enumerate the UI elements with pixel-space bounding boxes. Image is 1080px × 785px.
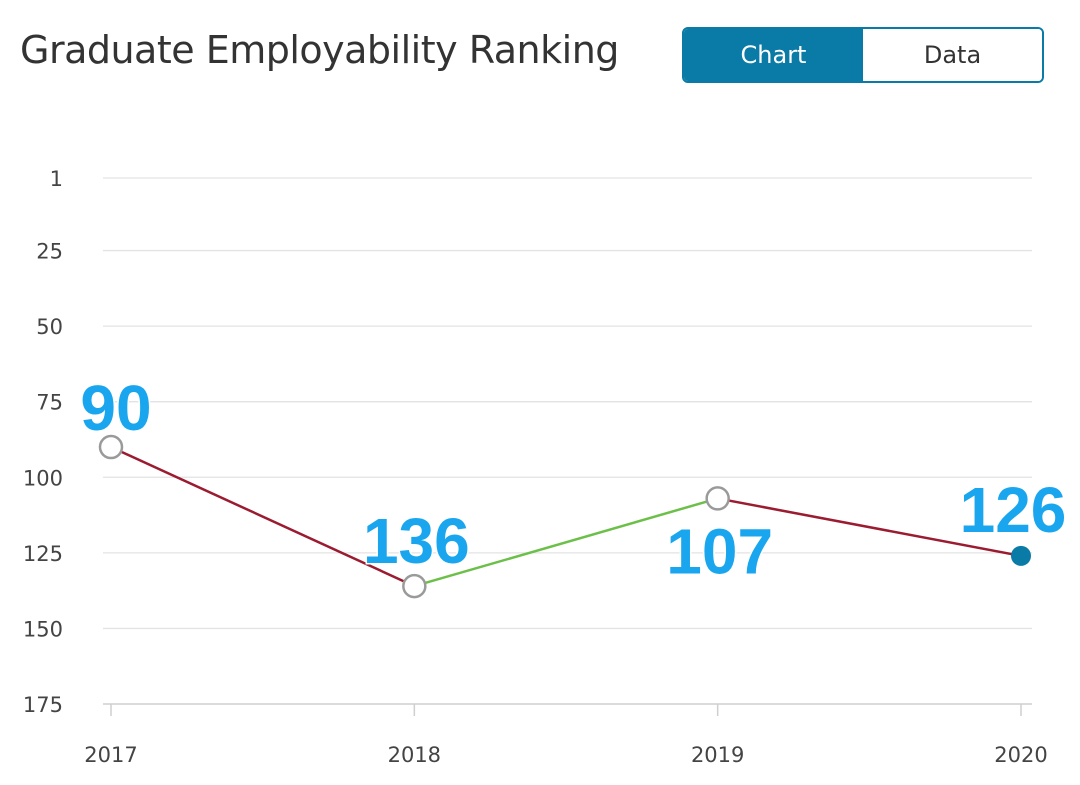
x-tick-label: 2019: [691, 743, 744, 767]
data-point: [402, 573, 427, 599]
x-tick-label: 2020: [994, 743, 1047, 767]
y-tick-label: 125: [23, 542, 63, 566]
y-tick-label: 25: [36, 240, 63, 264]
series-segment: [413, 497, 719, 588]
y-tick-label: 1: [50, 167, 63, 191]
x-axis: 2017 2018 2019 2020: [84, 703, 1048, 767]
view-toggle: Chart Data: [682, 27, 1044, 83]
series-lines: [110, 445, 1022, 588]
data-view-button[interactable]: Data: [863, 29, 1042, 81]
chart-view-button[interactable]: Chart: [684, 29, 863, 81]
data-point: [705, 486, 730, 511]
series-points: [98, 434, 1031, 599]
grid-lines: [103, 177, 1032, 630]
x-tick-label: 2017: [84, 743, 137, 767]
data-point-active: [1011, 545, 1031, 566]
data-label: 126: [960, 474, 1067, 546]
series-segment: [717, 497, 1022, 558]
y-tick-label: 175: [23, 693, 63, 717]
y-tick-label: 75: [36, 391, 63, 415]
page-title: Graduate Employability Ranking: [20, 28, 619, 72]
data-point: [98, 434, 124, 460]
data-label: 107: [666, 515, 773, 587]
data-labels: 90 136 107 126: [79, 371, 1068, 589]
series-segment: [110, 445, 415, 588]
x-tick-label: 2018: [388, 743, 441, 767]
data-label: 136: [363, 505, 470, 577]
y-tick-label: 50: [36, 315, 63, 339]
y-tick-label: 100: [23, 466, 63, 490]
y-tick-label: 150: [23, 617, 63, 641]
data-label: 90: [80, 372, 151, 444]
